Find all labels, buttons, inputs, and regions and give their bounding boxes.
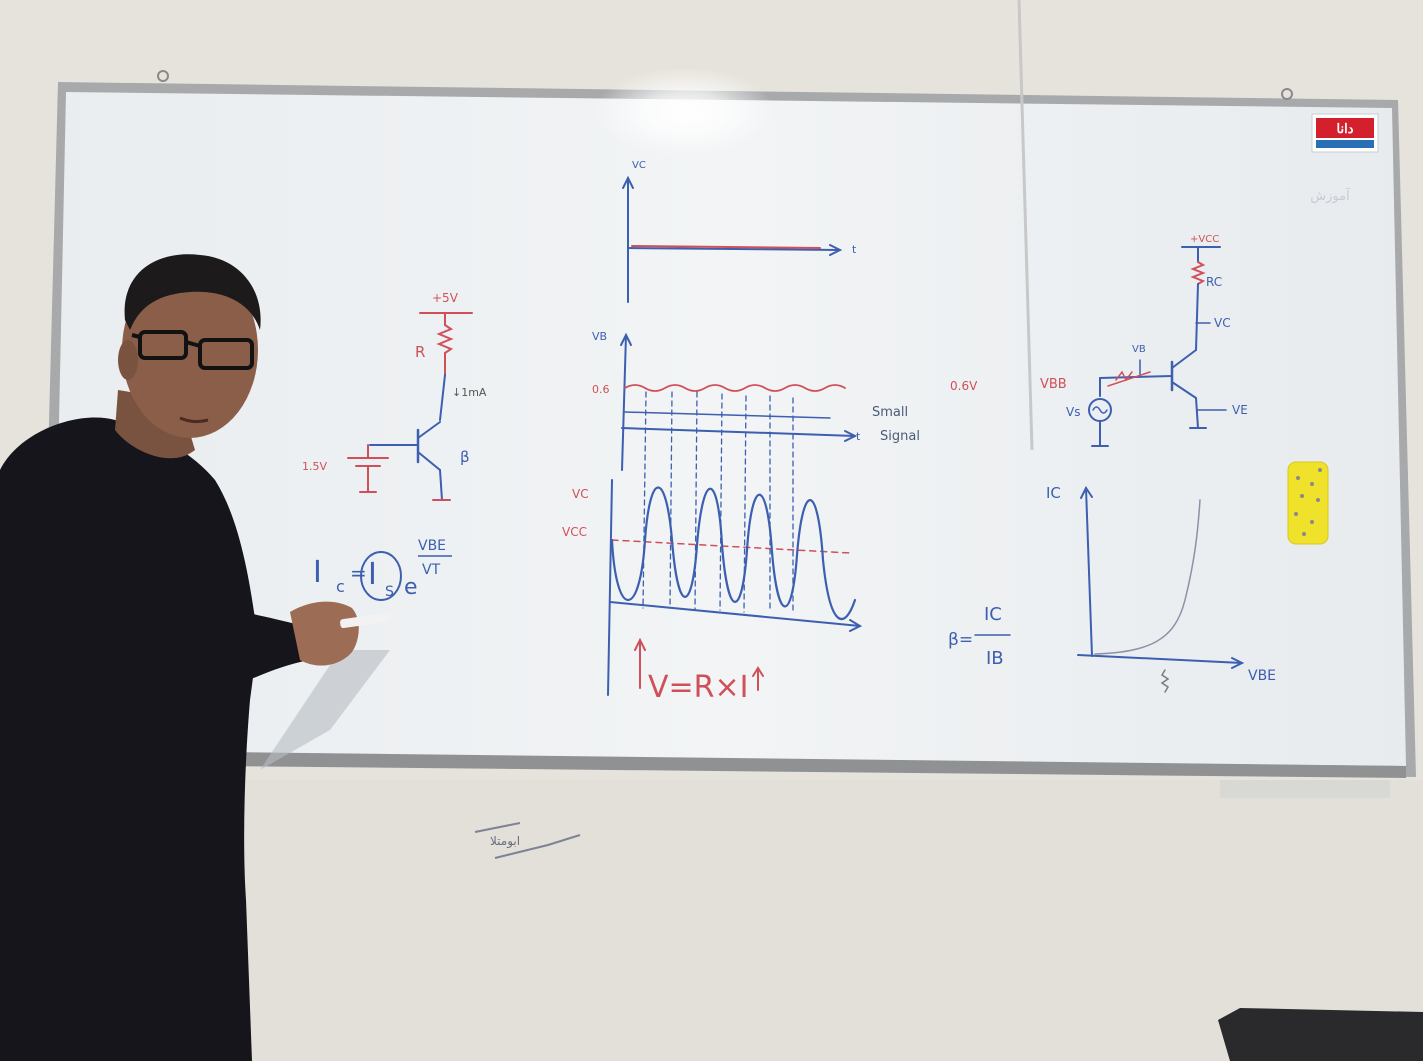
ic-vbe-graph <box>974 486 1245 693</box>
right-vcc-label: +VCC <box>1190 234 1219 245</box>
hand <box>290 601 359 666</box>
left-transistor-circuit <box>347 312 473 601</box>
center-waveform-graphs <box>607 175 863 696</box>
small-signal-line2: Signal <box>880 429 920 444</box>
eq-is-sub: S <box>385 584 394 600</box>
wall-note: ابومتلا <box>490 834 520 849</box>
bottom-graph-level: VCC <box>562 525 587 539</box>
board-corner-note: آموزش <box>1310 187 1351 204</box>
eq-equals: = <box>350 561 367 585</box>
whiteboard-eraser <box>1287 461 1329 545</box>
ohms-law: V=R×I <box>648 670 749 705</box>
right-transistor-circuit <box>1088 246 1227 447</box>
eq-exp-numerator: VBE <box>418 538 446 554</box>
tray-eraser-pad <box>1220 780 1390 798</box>
left-beta-label: β <box>460 448 470 466</box>
right-bias-label: 0.6V <box>950 379 978 393</box>
dana-logo <box>1311 113 1379 153</box>
top-graph-xlabel: t <box>852 243 857 256</box>
left-resistor-label: R <box>415 343 425 361</box>
right-rc-label: RC <box>1206 275 1222 289</box>
hanging-cord <box>1017 0 1034 451</box>
instructor <box>0 254 391 1061</box>
dark-object <box>1218 1008 1423 1061</box>
logo-text: دانا <box>1337 121 1354 136</box>
light-glare <box>595 67 775 157</box>
mid-graph-xlabel: t <box>856 430 861 443</box>
right-vs-label: Vs <box>1066 405 1080 419</box>
right-vbb-label: VBB <box>1040 377 1067 392</box>
mid-graph-level: 0.6 <box>592 383 610 396</box>
eq-exp-e: e <box>404 575 418 600</box>
left-current-label: ↓1mA <box>452 386 487 399</box>
beta-lhs: β= <box>948 630 973 650</box>
graph-ic-label: IC <box>1046 484 1061 502</box>
eq-is: I <box>368 557 377 592</box>
bottom-graph-ylabel: VC <box>572 487 589 501</box>
beta-denominator: IB <box>986 648 1004 669</box>
right-vc-label: VC <box>1214 316 1231 330</box>
arm-sleeve <box>200 600 310 690</box>
left-battery-label: 1.5V <box>302 460 327 473</box>
eq-exp-denominator: VT <box>422 562 441 578</box>
hair <box>124 254 261 330</box>
black-shirt <box>0 417 258 1061</box>
right-vb-label: VB <box>1132 344 1146 355</box>
beta-numerator: IC <box>984 604 1002 625</box>
left-supply-label: +5V <box>432 291 459 305</box>
small-signal-line1: Small <box>872 405 908 420</box>
face <box>122 262 258 438</box>
eq-ic-sub: c <box>336 577 345 596</box>
mid-graph-ylabel: VB <box>592 330 607 343</box>
arm-shadow <box>260 650 390 770</box>
top-graph-ylabel: VC <box>632 160 646 171</box>
wall-scribble <box>474 822 581 859</box>
marker-pen <box>340 612 391 629</box>
right-ve-label: VE <box>1232 403 1248 417</box>
graph-vbe-label: VBE <box>1248 668 1276 684</box>
eq-ic: I <box>313 555 322 590</box>
